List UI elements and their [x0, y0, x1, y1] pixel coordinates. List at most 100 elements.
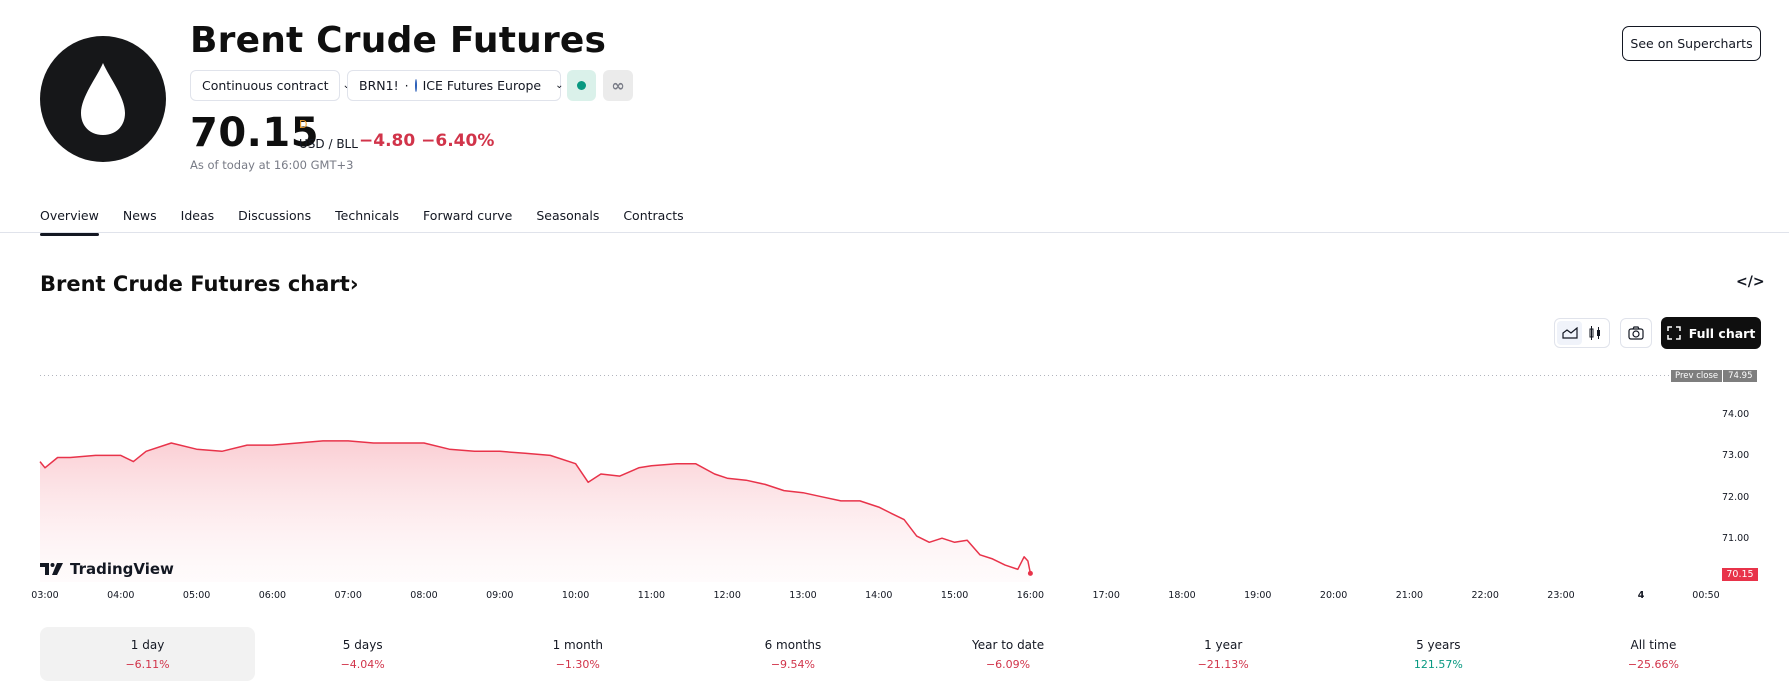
- prev-close-tag: Prev close 74.95: [1671, 370, 1758, 382]
- x-axis-tick: 17:00: [1092, 590, 1120, 601]
- x-axis-tick: 00:50: [1692, 590, 1720, 601]
- tab-ideas[interactable]: Ideas: [180, 208, 215, 223]
- price-flag: D: [299, 118, 308, 131]
- x-axis-tick: 16:00: [1016, 590, 1045, 601]
- chevron-down-icon: ⌄: [343, 80, 351, 91]
- price-area: [40, 440, 1031, 582]
- symbol-logo: [40, 36, 166, 162]
- continuous-badge[interactable]: ∞: [603, 70, 633, 101]
- embed-code-icon[interactable]: </>: [1736, 274, 1765, 290]
- candlestick-icon: [1589, 326, 1600, 340]
- period-label: Year to date: [971, 637, 1045, 652]
- x-axis-tick: 07:00: [334, 590, 362, 601]
- last-price-tag: 70.15: [1722, 568, 1758, 581]
- tabs-divider: [0, 232, 1789, 233]
- x-axis-tick: 09:00: [486, 590, 514, 601]
- period-1-month[interactable]: 1 month −1.30%: [470, 627, 685, 681]
- last-price-dot: [1027, 570, 1033, 576]
- y-axis-tick: 71.00: [1722, 533, 1750, 544]
- exchange-name: ICE Futures Europe: [422, 78, 542, 93]
- x-axis-tick: 22:00: [1471, 590, 1499, 601]
- symbol-code: BRN1!: [359, 78, 399, 93]
- x-axis-tick: 06:00: [258, 590, 287, 601]
- x-axis-tick: 14:00: [865, 590, 893, 601]
- prev-close-label: Prev close: [1671, 370, 1723, 382]
- period-label: All time: [1630, 637, 1677, 652]
- area-chart-icon: [1561, 327, 1578, 339]
- area-chart-button[interactable]: [1557, 321, 1582, 345]
- tab-discussions[interactable]: Discussions: [238, 208, 312, 223]
- period-label: 1 year: [1204, 637, 1243, 652]
- tab-forward-curve[interactable]: Forward curve: [423, 208, 513, 223]
- prev-close-value: 74.95: [1723, 370, 1758, 382]
- currency-unit: USD / BLL: [299, 137, 358, 151]
- period-change: −21.13%: [1197, 657, 1249, 671]
- period-change: −6.11%: [125, 657, 170, 671]
- period-5-days[interactable]: 5 days −4.04%: [255, 627, 470, 681]
- screenshot-button[interactable]: [1620, 318, 1652, 348]
- period-label: 6 months: [764, 637, 822, 652]
- period-change: −4.04%: [340, 657, 385, 671]
- period-change: −1.30%: [555, 657, 600, 671]
- period-year-to-date[interactable]: Year to date −6.09%: [901, 627, 1116, 681]
- performance-periods: 1 day −6.11% 5 days −4.04% 1 month −1.30% 6 mo…: [40, 627, 1761, 681]
- period-label: 1 day: [130, 637, 165, 652]
- infinity-icon: ∞: [611, 76, 625, 95]
- watermark-text: TradingView: [70, 560, 174, 578]
- tab-bar: Overview News Ideas Discussions Technica…: [40, 206, 708, 236]
- tab-technicals[interactable]: Technicals: [335, 208, 400, 223]
- market-status-badge[interactable]: [567, 70, 596, 101]
- period-label: 5 days: [342, 637, 383, 652]
- period-all-time[interactable]: All time −25.66%: [1546, 627, 1761, 681]
- y-axis-tick: 72.00: [1722, 492, 1750, 503]
- period-6-months[interactable]: 6 months −9.54%: [685, 627, 900, 681]
- x-axis-tick: 18:00: [1168, 590, 1196, 601]
- x-axis-tick: 11:00: [637, 590, 666, 601]
- market-open-dot-icon: [577, 81, 586, 90]
- x-axis-tick: 15:00: [940, 590, 969, 601]
- x-axis-tick: 12:00: [713, 590, 741, 601]
- period-change: −6.09%: [985, 657, 1031, 671]
- x-axis-tick: 4: [1637, 590, 1645, 601]
- contract-dropdown[interactable]: Continuous contract ⌄: [190, 70, 351, 101]
- candles-chart-button[interactable]: [1582, 321, 1607, 345]
- tab-seasonals[interactable]: Seasonals: [536, 208, 600, 223]
- x-axis-tick: 19:00: [1244, 590, 1272, 601]
- period-1-day[interactable]: 1 day −6.11%: [40, 627, 256, 681]
- see-on-supercharts-button[interactable]: See on Supercharts: [1622, 26, 1761, 61]
- chart-section-title[interactable]: Brent Crude Futures chart›: [40, 272, 359, 296]
- x-axis-tick: 08:00: [410, 590, 438, 601]
- tab-contracts[interactable]: Contracts: [623, 208, 684, 223]
- contract-dropdown-label: Continuous contract: [202, 78, 329, 93]
- tab-overview[interactable]: Overview: [40, 206, 99, 236]
- chevron-down-icon: ⌄: [555, 80, 564, 91]
- chart-type-switcher: [1554, 318, 1610, 348]
- period-label: 5 years: [1416, 637, 1461, 652]
- period-change: 121.57%: [1413, 657, 1463, 671]
- period-change: −9.54%: [770, 657, 816, 671]
- x-axis-tick: 21:00: [1395, 590, 1424, 601]
- change-percent: −6.40%: [421, 131, 495, 151]
- full-chart-label: Full chart: [1688, 325, 1756, 341]
- full-chart-button[interactable]: Full chart: [1661, 317, 1761, 349]
- period-5-years[interactable]: 5 years 121.57%: [1331, 627, 1546, 681]
- tradingview-logo-icon: [40, 563, 63, 575]
- x-axis-tick: 03:00: [31, 590, 59, 601]
- oil-drop-icon: [81, 63, 125, 135]
- tradingview-watermark: TradingView: [40, 560, 174, 578]
- period-1-year[interactable]: 1 year −21.13%: [1116, 627, 1331, 681]
- page-title: Brent Crude Futures: [190, 20, 607, 61]
- exchange-dropdown[interactable]: BRN1! · ICE Futures Europe ⌄: [347, 70, 564, 101]
- x-axis-tick: 04:00: [107, 590, 135, 601]
- globe-icon: [414, 79, 417, 92]
- separator-dot: ·: [404, 78, 409, 93]
- price-change: −4.80 −6.40%: [359, 131, 494, 151]
- tab-news[interactable]: News: [122, 208, 157, 223]
- y-axis-tick: 74.00: [1722, 409, 1750, 420]
- as-of-timestamp: As of today at 16:00 GMT+3: [190, 158, 354, 172]
- period-label: 1 month: [552, 637, 604, 652]
- price-line: [39, 440, 1032, 574]
- fullscreen-icon: [1666, 326, 1681, 340]
- x-axis-tick: 13:00: [789, 590, 817, 601]
